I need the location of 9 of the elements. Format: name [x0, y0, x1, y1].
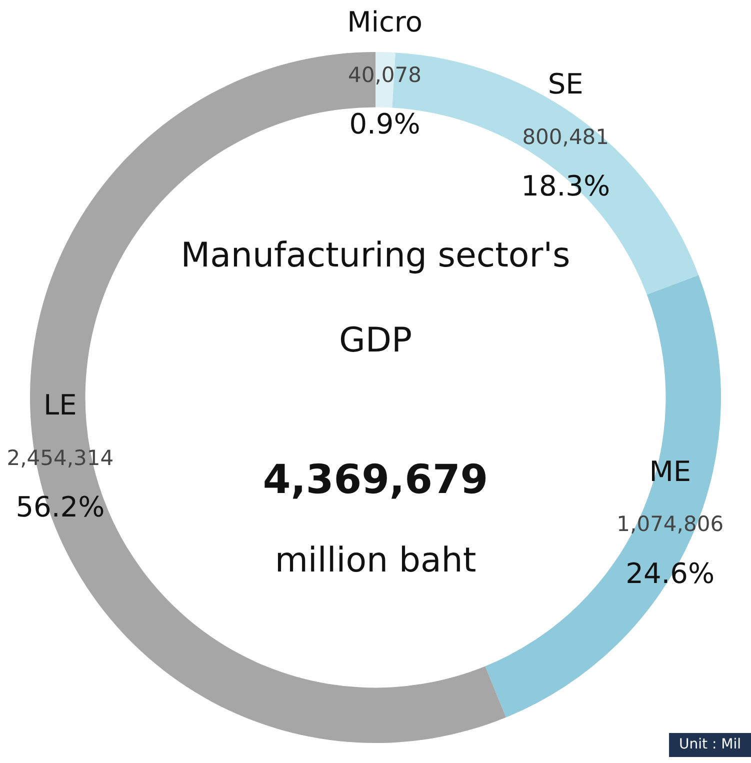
- text: Manufacturing sector's GDP: [180, 235, 570, 360]
- text: Unit : Mil: [679, 736, 742, 753]
- slice-label: Micro: [347, 6, 422, 39]
- text: million baht: [274, 540, 476, 580]
- slice-label: SE: [548, 68, 584, 101]
- data-label: 800,481 18.3%: [521, 124, 610, 203]
- data-label: 40,078 0.9%: [348, 62, 422, 141]
- text: 4,369,679: [262, 456, 488, 503]
- slice-label: LE: [44, 388, 77, 422]
